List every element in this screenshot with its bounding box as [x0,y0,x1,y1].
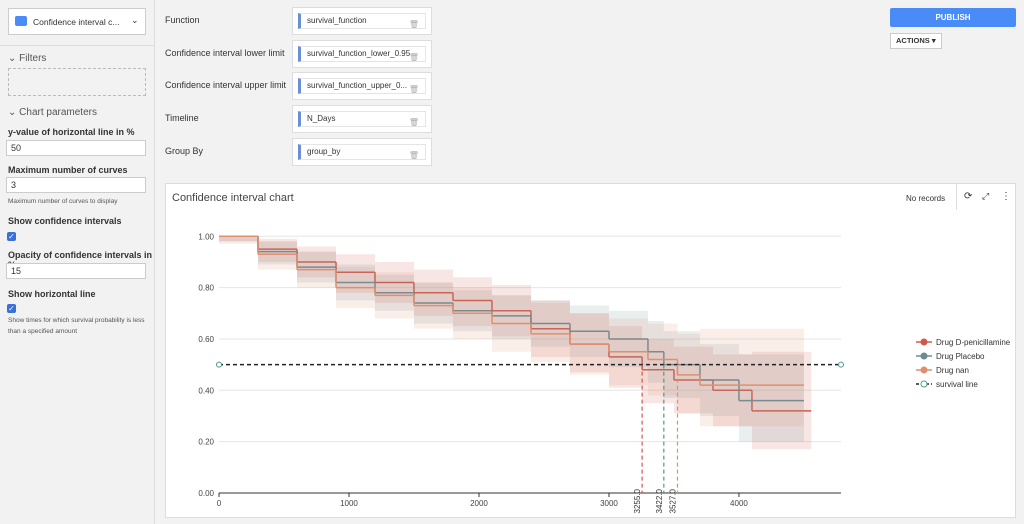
field-value: N_Days 🗑 [298,111,426,128]
menu-button[interactable]: ⋮ [1001,191,1011,202]
params-title: Chart parameters [19,107,97,118]
field-value: survival_function 🗑 [298,13,426,29]
legend-marker [920,352,928,360]
crossing-label: 3527.0 [668,488,677,513]
chevron: ⌄ [131,15,139,25]
divider [956,184,957,210]
checkbox[interactable]: ✓ [7,232,16,241]
field-label: Confidence interval lower limit [165,47,285,58]
remove-icon[interactable]: 🗑 [408,52,419,62]
legend-marker [920,380,928,388]
confidence-band [738,354,804,442]
divider [0,45,155,46]
dataset-icon [15,16,27,26]
actions-label: ACTIONS [896,36,930,45]
confidence-band [257,241,297,270]
confidence-band [219,236,258,244]
dataset-select[interactable]: Confidence interval c... ⌄ [8,8,146,35]
filters-title: Filters [19,53,47,64]
param-input[interactable]: 15 [6,263,146,279]
survival-line-marker [838,361,844,368]
legend-label: Drug nan [936,366,969,375]
crossing-label: 3255.0 [633,488,642,513]
remove-icon[interactable]: 🗑 [408,118,419,128]
params-toggle[interactable]: ⌄ Chart parameters [8,107,97,118]
x-tick-label: 4000 [730,499,748,508]
actions-button[interactable]: ACTIONS ▾ [890,33,942,49]
legend-marker [920,366,928,374]
remove-icon[interactable]: 🗑 [408,20,419,29]
field-value: survival_function_upper_0... 🗑 [298,78,426,95]
refresh-button[interactable]: ⟳ [964,191,973,202]
param-label: Show confidence intervals [8,216,122,226]
confidence-band [452,277,492,327]
param-input[interactable]: 50 [6,140,146,156]
legend-label: survival line [936,380,978,389]
x-tick-label: 1000 [340,499,358,508]
y-tick-label: 0.60 [198,335,214,344]
field-value: group_by 🗑 [298,143,426,160]
field-box[interactable]: survival_function_upper_0... 🗑 [292,72,432,101]
field-box[interactable]: group_by 🗑 [292,137,432,166]
card-title: Confidence interval chart [172,192,294,204]
x-tick-label: 2000 [470,499,488,508]
y-tick-label: 0.40 [198,386,214,395]
remove-icon[interactable]: 🗑 [408,150,419,160]
y-tick-label: 0.00 [198,489,214,498]
survival-line-marker [216,361,222,368]
field-box[interactable]: survival_function_lower_0.95 🗑 [292,39,432,68]
field-box[interactable]: survival_function 🗑 [292,7,432,35]
legend-label: Drug Placebo [936,352,985,361]
field-box[interactable]: N_Days 🗑 [292,105,432,134]
confidence-band [257,241,297,265]
param-label: Maximum number of curves [8,165,128,175]
param-hint: Show times for which survival probabilit… [8,317,145,335]
x-tick-label: 3000 [600,499,618,508]
confidence-band [219,236,258,242]
confidence-band [491,295,531,339]
y-tick-label: 0.20 [198,438,214,447]
field-label: Confidence interval upper limit [165,80,287,91]
field-value: survival_function_lower_0.95 🗑 [298,45,426,62]
confidence-band [569,313,609,373]
legend-label: Drug D-penicillamine [936,338,1011,347]
checkbox[interactable]: ✓ [7,304,16,313]
y-tick-label: 1.00 [198,232,214,241]
filters-dropzone[interactable] [8,68,146,96]
confidence-band [530,303,570,363]
x-tick-label: 0 [217,499,222,508]
remove-icon[interactable]: 🗑 [408,85,419,95]
field-label: Function [165,15,200,25]
publish-button[interactable]: PUBLISH [890,8,1016,27]
filters-toggle[interactable]: ⌄ Filters [8,53,47,64]
chart: 0.00 0.20 0.40 0.60 0.80 1.00 0 1000 2000 3000 400… [198,232,1011,513]
record-status: No records [906,194,946,203]
param-hint: Maximum number of curves to display [8,198,118,205]
confidence-band [219,236,258,242]
chart-card: Confidence interval chart No records ⟳ ⤢… [165,183,1016,518]
sidebar: Confidence interval c... ⌄ ⌄ Filters ⌄ C… [0,0,155,524]
param-label: y-value of horizontal line in % [8,127,135,137]
expand-button[interactable]: ⤢ [982,191,990,201]
param-input[interactable]: 3 [6,177,146,193]
crossing-label: 3422.0 [655,488,664,513]
legend-marker [920,338,928,346]
param-label: Show horizontal line [8,289,96,299]
confidence-band [335,254,375,293]
field-label: Group By [165,145,204,156]
confidence-band [699,328,804,427]
confidence-band [257,238,297,262]
confidence-band [677,333,700,414]
dataset-name: Confidence interval c... [33,17,120,27]
field-label: Timeline [165,113,199,124]
y-tick-label: 0.80 [198,284,214,293]
